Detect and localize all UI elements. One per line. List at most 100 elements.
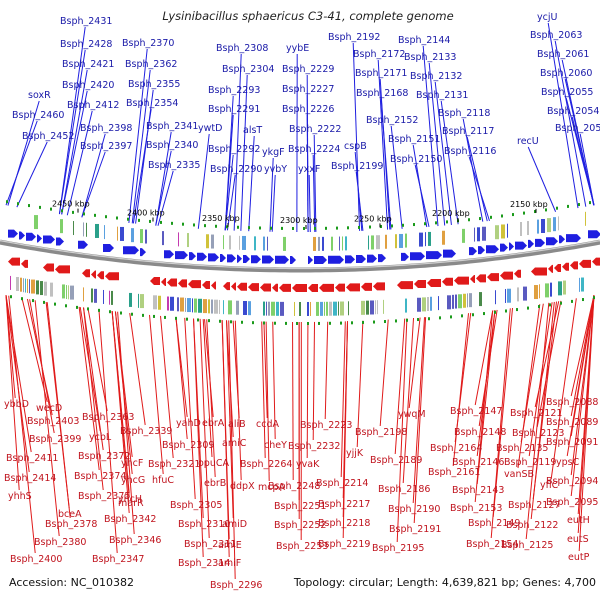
forward-callout-line: [308, 174, 311, 232]
forward-callout-line: [414, 164, 430, 227]
forward-gene-arrow: [588, 230, 600, 239]
feature-band: [333, 301, 337, 316]
reverse-gene-label: ebrA: [202, 418, 225, 429]
reverse-gene-label: Bsph_2248: [268, 481, 320, 492]
forward-gene-arrow: [426, 251, 442, 260]
feature-band: [31, 279, 35, 294]
reverse-gene-label: Bsph_2380: [34, 537, 86, 548]
forward-callout-line: [377, 59, 389, 230]
green-marker: [160, 220, 162, 224]
forward-gene-arrow: [535, 238, 545, 247]
forward-gene-arrow: [262, 255, 274, 264]
reverse-callout-line: [263, 321, 268, 419]
green-marker: [483, 312, 485, 316]
feature-band: [474, 227, 475, 242]
forward-gene-label: Bsph_2224: [288, 144, 340, 155]
reverse-gene-label: Bsph_2251: [274, 501, 326, 512]
green-marker: [303, 226, 305, 230]
feature-band: [366, 300, 369, 315]
feature-band: [20, 277, 22, 292]
green-marker: [39, 205, 41, 209]
reverse-gene-label: Bsph_2198: [355, 427, 407, 438]
reverse-gene-arrow: [427, 279, 441, 287]
forward-gene-label: Bsph_2116: [444, 146, 496, 157]
forward-gene-arrow: [78, 240, 88, 249]
forward-callout-line: [434, 81, 452, 225]
reverse-gene-arrow: [202, 281, 210, 290]
feature-band: [27, 278, 28, 293]
forward-callout-line: [468, 156, 490, 222]
feature-band: [211, 299, 213, 314]
feature-band: [520, 221, 522, 236]
green-marker: [109, 310, 111, 314]
forward-callout-line: [313, 134, 317, 232]
reverse-gene-arrow: [161, 278, 166, 287]
green-marker: [549, 303, 551, 307]
green-marker: [215, 224, 217, 228]
feature-band: [198, 298, 202, 313]
forward-gene-arrow: [559, 235, 565, 244]
reverse-gene-arrow: [82, 269, 90, 278]
feature-band: [254, 236, 256, 251]
reverse-gene-label: Bsph_2372: [78, 451, 130, 462]
feature-band: [501, 224, 505, 239]
green-marker: [545, 208, 547, 212]
green-marker: [516, 308, 518, 312]
feature-band: [23, 278, 24, 293]
forward-gene-label: Bsph_2118: [438, 108, 490, 119]
green-marker: [351, 321, 353, 325]
forward-callout-line: [547, 22, 579, 209]
feature-band: [16, 276, 19, 291]
green-marker: [263, 321, 265, 325]
green-marker: [83, 212, 85, 216]
green-marker: [43, 300, 45, 304]
green-marker: [428, 317, 430, 321]
forward-gene-label: Bsph_2412: [67, 100, 119, 111]
feature-band: [138, 293, 139, 308]
feature-band: [395, 234, 397, 249]
reverse-gene-label: Bsph_2346: [109, 535, 161, 546]
reverse-gene-label: Bsph_2223: [300, 420, 352, 431]
reverse-gene-label: Bsph_2342: [104, 514, 156, 525]
green-marker: [193, 223, 195, 227]
green-marker: [446, 220, 448, 224]
feature-band: [477, 227, 480, 242]
reverse-callout-line: [261, 321, 266, 459]
reverse-callout-line: [160, 315, 174, 459]
reverse-gene-label: ywqM: [398, 409, 426, 420]
reverse-gene-label: ycbL: [89, 432, 112, 443]
feature-band: [523, 286, 527, 301]
feature-band: [158, 295, 161, 310]
forward-callout-line: [269, 157, 274, 232]
feature-band: [109, 290, 110, 305]
reverse-gene-arrow: [279, 283, 291, 292]
feature-band: [417, 297, 421, 312]
kbp-tick-label: 2300 kbp: [280, 216, 318, 225]
reverse-gene-label: yvaK: [296, 459, 320, 470]
feature-band: [324, 301, 325, 316]
green-marker: [413, 223, 415, 227]
reverse-callout-line: [272, 321, 276, 440]
reverse-gene-label: Bsph_2190: [388, 504, 440, 515]
feature-band: [427, 297, 429, 311]
forward-gene-label: Bsph_2229: [282, 64, 334, 75]
reverse-gene-label: Bsph_2149: [468, 518, 520, 529]
reverse-gene-label: eutH: [567, 515, 590, 526]
feature-band: [479, 292, 482, 307]
green-marker: [391, 224, 393, 228]
reverse-gene-label: yflC: [540, 480, 559, 491]
reverse-callout-line: [550, 298, 577, 480]
reverse-callout-lines: [5, 295, 595, 580]
reverse-gene-label: Bsph_2399: [29, 434, 81, 445]
feature-band: [339, 236, 340, 251]
forward-callout-line: [240, 74, 248, 231]
green-marker: [248, 226, 250, 230]
feature-band: [103, 289, 104, 304]
forward-gene-label: Bsph_2226: [282, 104, 334, 115]
reverse-gene-label: Bsph_2253: [276, 541, 328, 552]
reverse-gene-arrow: [8, 257, 20, 266]
reverse-callout-line: [292, 321, 294, 481]
reverse-gene-label: Bsph_2189: [370, 455, 422, 466]
feature-band: [375, 300, 376, 315]
forward-callout-line: [271, 174, 276, 232]
